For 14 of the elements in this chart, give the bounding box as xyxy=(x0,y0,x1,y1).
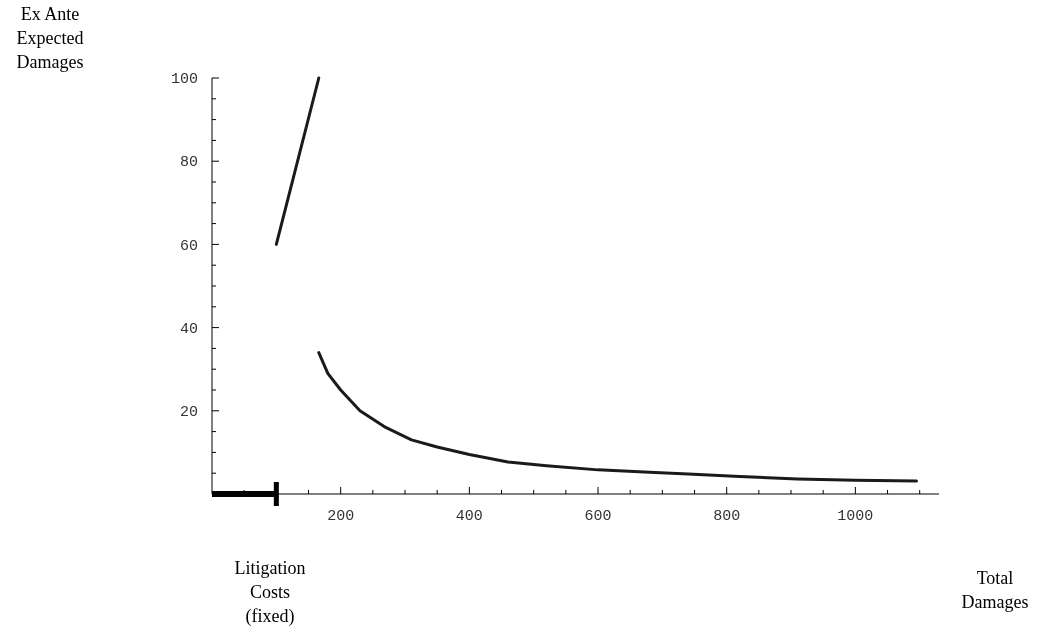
x-tick-label: 400 xyxy=(455,508,483,525)
y-tick-label: 20 xyxy=(179,404,198,422)
y-tick-label: 40 xyxy=(179,320,198,338)
line-series xyxy=(317,351,918,483)
x-tick-label: 1000 xyxy=(837,508,874,525)
y-tick-label: 60 xyxy=(179,237,198,255)
x-tick-label: 600 xyxy=(584,508,612,525)
text: Litigation Costs (fixed) xyxy=(234,558,306,627)
x-axis-title: Total Damages xyxy=(961,568,1029,612)
y-tick-label: 80 xyxy=(179,154,198,172)
x-tick-label: 200 xyxy=(327,508,355,525)
x-tick-label: 800 xyxy=(713,508,741,525)
y-axis-title: Ex Ante Expected Damages xyxy=(16,4,84,72)
y-tick-label: 100 xyxy=(170,71,198,89)
